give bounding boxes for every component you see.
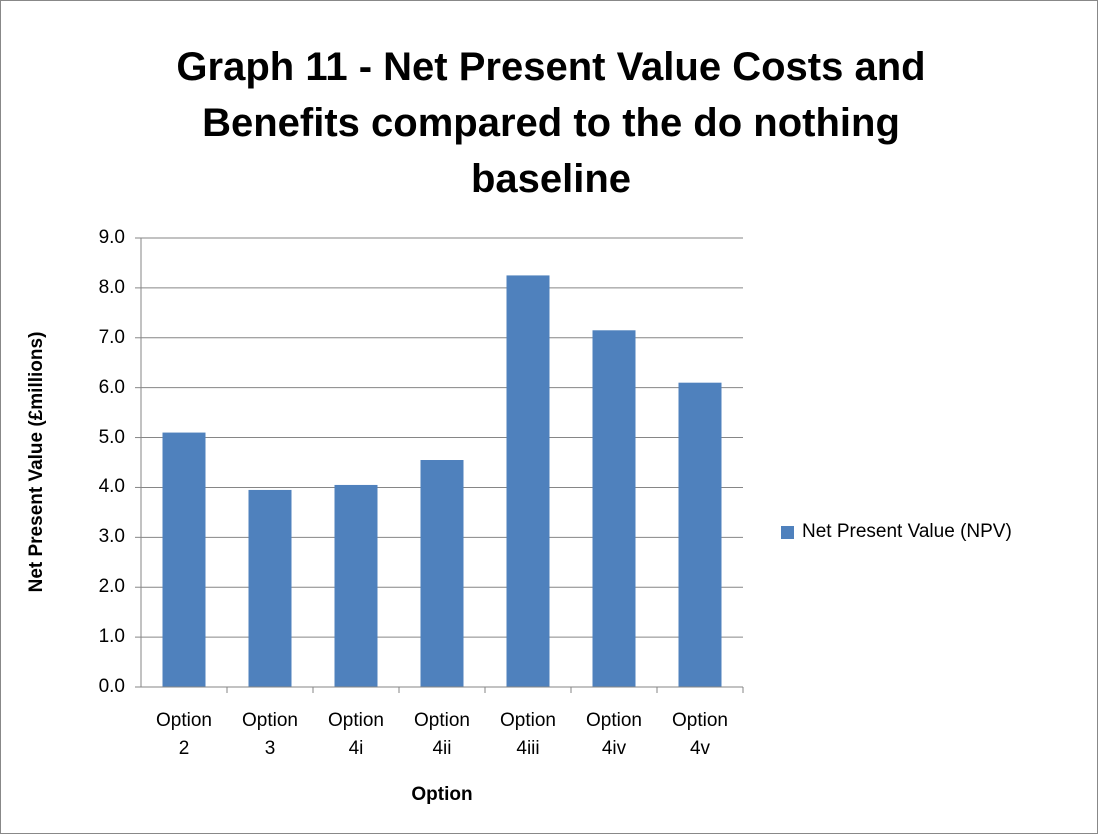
bar — [592, 330, 636, 687]
y-tick-label: 0.0 — [98, 676, 125, 697]
y-tick-label: 1.0 — [98, 626, 125, 648]
x-tick-label: Option 4ii — [414, 710, 470, 759]
bar — [506, 275, 550, 687]
x-tick-label: Option 4iii — [500, 710, 556, 759]
y-tick-label: 2.0 — [98, 576, 125, 598]
x-tick-label: Option 4v — [672, 710, 728, 759]
legend-swatch — [781, 525, 794, 539]
y-tick-label: 7.0 — [98, 326, 125, 348]
bar — [334, 484, 378, 687]
bar — [678, 382, 722, 687]
chart-title: Graph 11 - Net Present Value Costs and B… — [176, 45, 926, 201]
x-tick-label: Option 4iv — [586, 710, 642, 759]
y-tick-label: 4.0 — [98, 476, 125, 498]
y-tick-label: 5.0 — [98, 426, 125, 448]
x-tick-label: Option 3 — [242, 710, 298, 759]
legend: Net Present Value (NPV) — [781, 521, 1012, 543]
bar — [420, 460, 464, 687]
x-tick-label: Option 2 — [156, 710, 212, 759]
bar — [248, 489, 292, 687]
y-tick-label: 6.0 — [98, 376, 125, 398]
y-axis-label: Net Present Value (£millions) — [26, 331, 47, 593]
legend-label: Net Present Value (NPV) — [802, 521, 1012, 542]
x-tick-label: Option 4i — [328, 710, 384, 759]
bar — [162, 432, 206, 687]
y-tick-label: 9.0 — [98, 227, 125, 248]
y-tick-label: 8.0 — [98, 276, 125, 298]
y-tick-label: 3.0 — [98, 526, 125, 548]
x-axis-label: Option — [411, 784, 473, 805]
